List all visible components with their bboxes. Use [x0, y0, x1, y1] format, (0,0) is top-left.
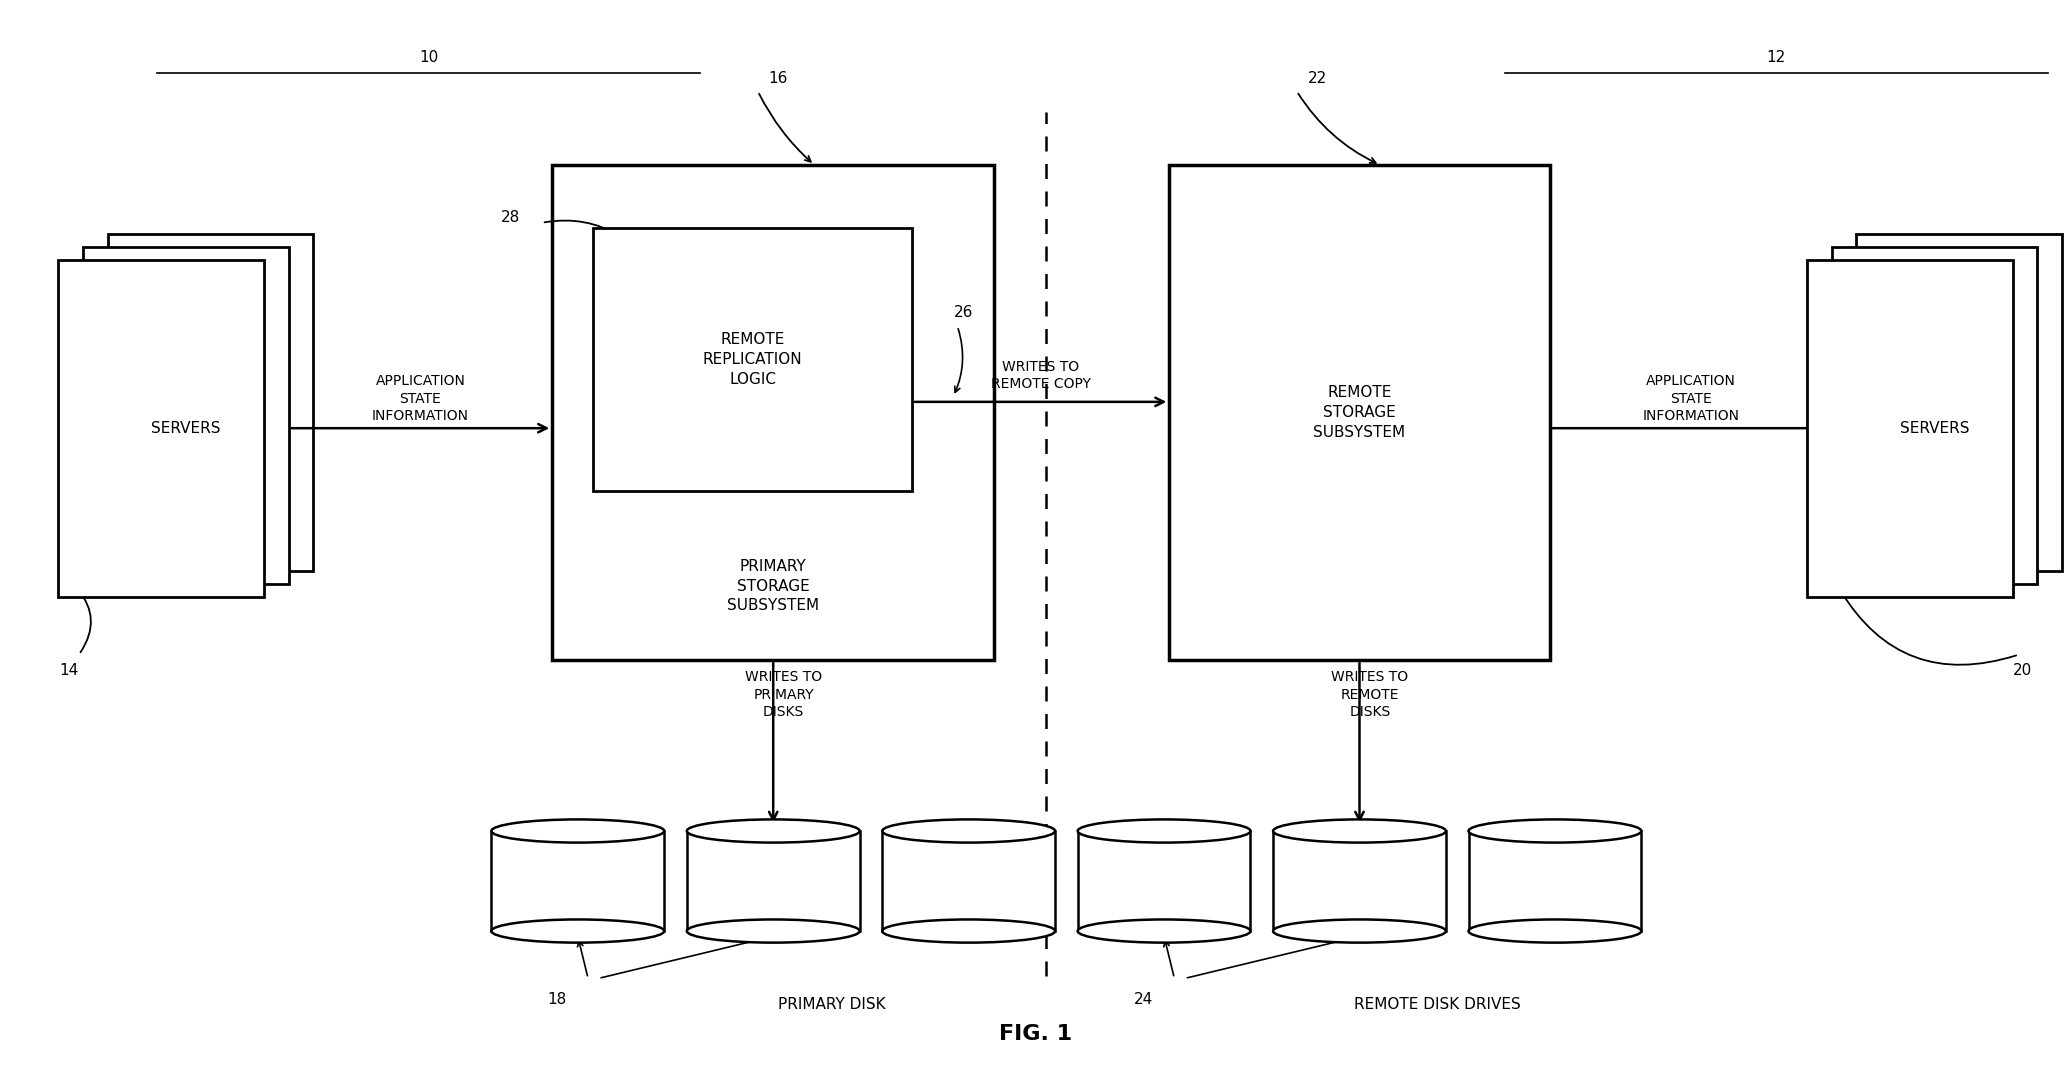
Text: WRITES TO
REMOTE
DISKS: WRITES TO REMOTE DISKS [1332, 670, 1408, 719]
Bar [553, 165, 994, 659]
Ellipse shape [1274, 920, 1446, 942]
Bar [1470, 831, 1640, 930]
Ellipse shape [491, 819, 665, 843]
Ellipse shape [491, 920, 665, 942]
Bar [58, 259, 265, 596]
Text: 16: 16 [768, 70, 789, 86]
Bar [1468, 831, 1642, 931]
Bar [592, 228, 911, 492]
Text: 28: 28 [501, 210, 520, 225]
Text: REMOTE
STORAGE
SUBSYSTEM: REMOTE STORAGE SUBSYSTEM [1313, 385, 1406, 440]
Bar [1077, 831, 1251, 931]
Text: 24: 24 [1135, 992, 1154, 1007]
Bar [1831, 248, 2038, 584]
Text: REMOTE
REPLICATION
LOGIC: REMOTE REPLICATION LOGIC [702, 333, 801, 387]
Text: 20: 20 [2013, 663, 2032, 678]
Ellipse shape [688, 920, 859, 942]
Text: APPLICATION
STATE
INFORMATION: APPLICATION STATE INFORMATION [373, 375, 468, 423]
Bar [1806, 259, 2013, 596]
Ellipse shape [1274, 819, 1446, 843]
Text: 10: 10 [418, 50, 439, 65]
Text: PRIMARY
STORAGE
SUBSYSTEM: PRIMARY STORAGE SUBSYSTEM [727, 559, 820, 614]
Ellipse shape [882, 920, 1054, 942]
Text: APPLICATION
STATE
INFORMATION: APPLICATION STATE INFORMATION [1642, 375, 1740, 423]
Text: 26: 26 [955, 305, 973, 320]
Ellipse shape [1468, 920, 1642, 942]
Bar [882, 831, 1054, 931]
Bar [83, 248, 288, 584]
Bar [1079, 831, 1249, 930]
Text: REMOTE DISK DRIVES: REMOTE DISK DRIVES [1354, 998, 1520, 1013]
Text: WRITES TO
REMOTE COPY: WRITES TO REMOTE COPY [990, 360, 1091, 392]
Bar [690, 831, 857, 930]
Bar [1276, 831, 1443, 930]
Bar [884, 831, 1052, 930]
Text: 14: 14 [60, 663, 79, 678]
Bar [688, 831, 859, 931]
Ellipse shape [882, 819, 1054, 843]
Ellipse shape [1468, 819, 1642, 843]
Text: PRIMARY DISK: PRIMARY DISK [779, 998, 886, 1013]
Bar [493, 831, 663, 930]
Text: 18: 18 [547, 992, 567, 1007]
Bar [1170, 165, 1549, 659]
Text: 22: 22 [1307, 70, 1328, 86]
Text: FIG. 1: FIG. 1 [998, 1023, 1073, 1044]
Ellipse shape [1077, 920, 1251, 942]
Text: SERVERS: SERVERS [1899, 420, 1970, 435]
Ellipse shape [1077, 819, 1251, 843]
Bar [1274, 831, 1446, 931]
Text: SERVERS: SERVERS [151, 420, 222, 435]
Bar [491, 831, 665, 931]
Text: 12: 12 [1767, 50, 1785, 65]
Ellipse shape [688, 819, 859, 843]
Bar [1856, 235, 2063, 572]
Bar [108, 235, 313, 572]
Text: WRITES TO
PRIMARY
DISKS: WRITES TO PRIMARY DISKS [746, 670, 822, 719]
